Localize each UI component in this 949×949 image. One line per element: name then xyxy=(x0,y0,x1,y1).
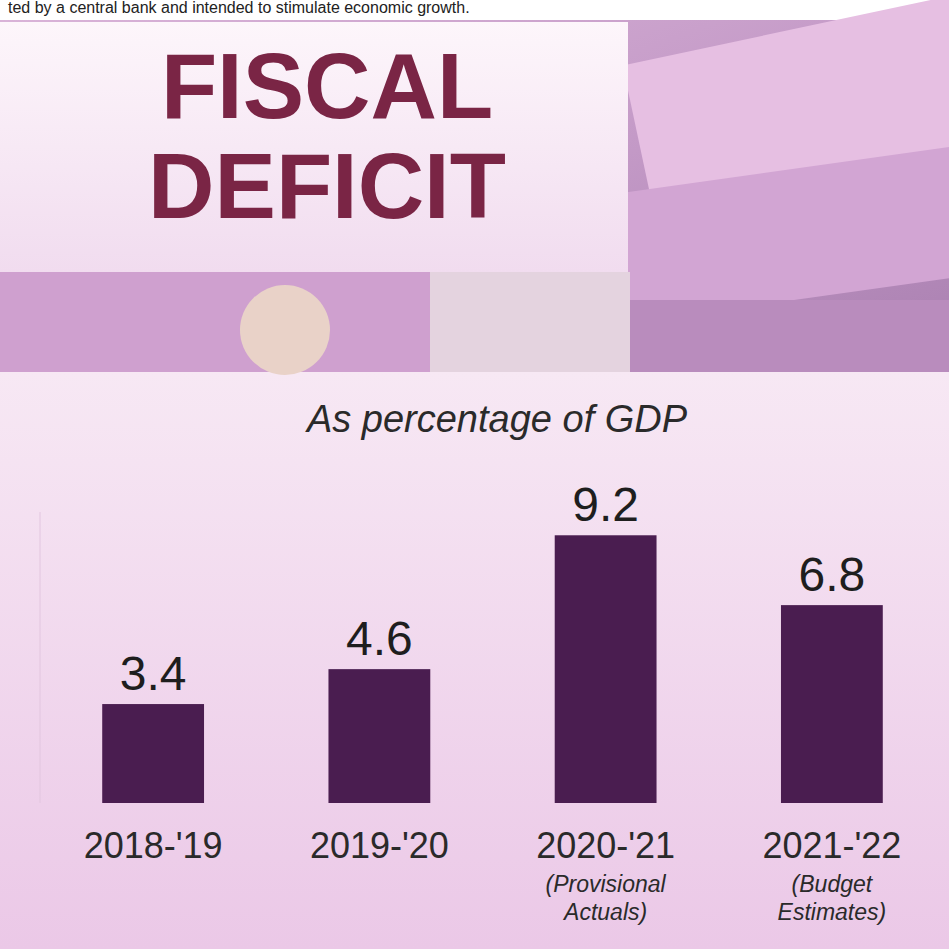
x-tick-label: 2018-'19 xyxy=(84,825,223,866)
note-portrait xyxy=(240,285,330,375)
photo-decoration xyxy=(0,0,949,375)
title: FISCALDEFICIT xyxy=(148,35,506,237)
note-shape xyxy=(593,144,949,326)
note-shape xyxy=(430,272,630,372)
data-label: 4.6 xyxy=(346,612,413,665)
y-axis-line xyxy=(40,512,41,803)
bar xyxy=(555,535,657,803)
title-box xyxy=(0,22,628,272)
chart-root: ted by a central bank and intended to st… xyxy=(0,0,949,949)
data-label: 9.2 xyxy=(572,478,639,531)
caption: ted by a central bank and intended to st… xyxy=(8,0,470,16)
x-tick-label: 2019-'20 xyxy=(310,825,449,866)
category-note: (ProvisionalActuals) xyxy=(546,871,667,925)
category-note-line: (Provisional xyxy=(546,871,667,897)
category-note-line: (Budget xyxy=(792,871,874,897)
chart-svg: ted by a central bank and intended to st… xyxy=(0,0,949,949)
category-note-line: Actuals) xyxy=(562,899,647,925)
subtitle: As percentage of GDP xyxy=(305,398,688,440)
bar xyxy=(781,605,883,803)
x-tick-label: 2020-'21 xyxy=(536,825,675,866)
data-label: 6.8 xyxy=(799,548,866,601)
x-tick-label: 2021-'22 xyxy=(762,825,901,866)
data-label: 3.4 xyxy=(120,647,187,700)
title-line: DEFICIT xyxy=(148,135,506,237)
note-shape xyxy=(0,272,430,372)
note-shape xyxy=(630,300,949,372)
labels: 3.4 2018-'19 4.6 2019-'20 9.2 2020-'21 (Provis… xyxy=(84,478,902,925)
category-note: (BudgetEstimates) xyxy=(778,871,887,925)
title-line: FISCAL xyxy=(161,35,493,137)
category-note-line: Estimates) xyxy=(778,899,887,925)
chart-background xyxy=(0,372,949,949)
bar xyxy=(328,669,430,803)
bars xyxy=(102,535,883,803)
bar xyxy=(102,704,204,803)
